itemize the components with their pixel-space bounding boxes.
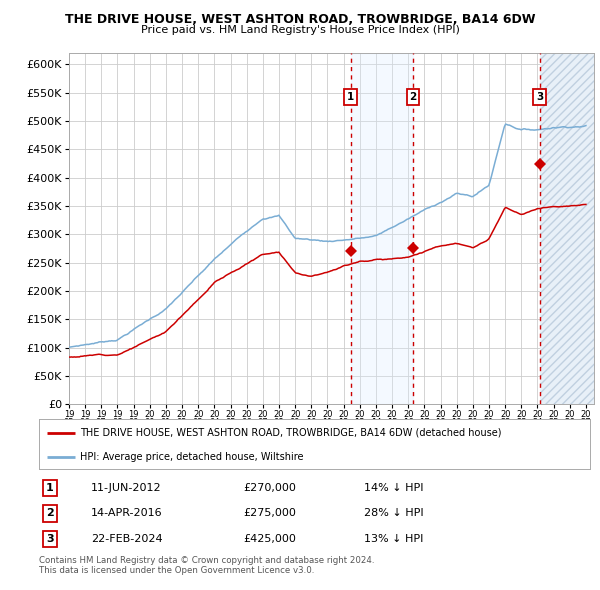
Text: £275,000: £275,000 bbox=[243, 509, 296, 519]
Text: Contains HM Land Registry data © Crown copyright and database right 2024.: Contains HM Land Registry data © Crown c… bbox=[39, 556, 374, 565]
Bar bbox=[351, 53, 413, 404]
Text: HPI: Average price, detached house, Wiltshire: HPI: Average price, detached house, Wilt… bbox=[80, 451, 304, 461]
Text: This data is licensed under the Open Government Licence v3.0.: This data is licensed under the Open Gov… bbox=[39, 566, 314, 575]
Text: 3: 3 bbox=[46, 534, 54, 544]
Text: THE DRIVE HOUSE, WEST ASHTON ROAD, TROWBRIDGE, BA14 6DW: THE DRIVE HOUSE, WEST ASHTON ROAD, TROWB… bbox=[65, 13, 535, 26]
Text: 14-APR-2016: 14-APR-2016 bbox=[91, 509, 163, 519]
Text: 11-JUN-2012: 11-JUN-2012 bbox=[91, 483, 162, 493]
Text: 1: 1 bbox=[347, 92, 355, 102]
Text: 22-FEB-2024: 22-FEB-2024 bbox=[91, 534, 163, 544]
Text: 28% ↓ HPI: 28% ↓ HPI bbox=[364, 509, 424, 519]
Text: 13% ↓ HPI: 13% ↓ HPI bbox=[364, 534, 424, 544]
Text: £270,000: £270,000 bbox=[243, 483, 296, 493]
Text: 2: 2 bbox=[46, 509, 54, 519]
Bar bbox=[539, 53, 594, 404]
Text: THE DRIVE HOUSE, WEST ASHTON ROAD, TROWBRIDGE, BA14 6DW (detached house): THE DRIVE HOUSE, WEST ASHTON ROAD, TROWB… bbox=[80, 428, 502, 438]
Text: Price paid vs. HM Land Registry's House Price Index (HPI): Price paid vs. HM Land Registry's House … bbox=[140, 25, 460, 35]
Text: £425,000: £425,000 bbox=[243, 534, 296, 544]
Text: 14% ↓ HPI: 14% ↓ HPI bbox=[364, 483, 424, 493]
Text: 2: 2 bbox=[409, 92, 416, 102]
Text: 3: 3 bbox=[536, 92, 543, 102]
Text: 1: 1 bbox=[46, 483, 54, 493]
